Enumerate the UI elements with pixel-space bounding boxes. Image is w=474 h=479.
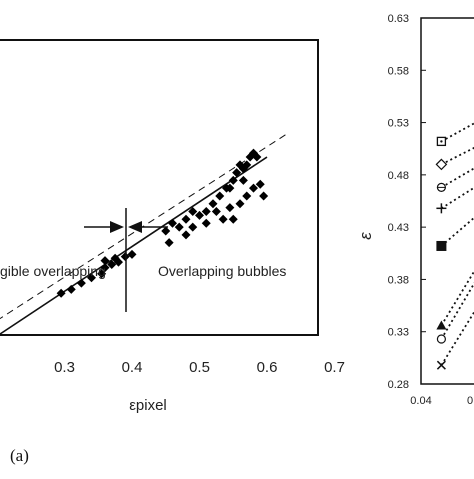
data-point: [201, 218, 211, 228]
data-point: [259, 191, 269, 201]
marker-square-filled: [436, 240, 447, 251]
marker-center-dot: [440, 140, 443, 143]
y-tick-label: 0.48: [388, 170, 409, 182]
data-point: [255, 179, 265, 189]
data-point: [218, 214, 228, 224]
y-tick-label: 0.38: [388, 274, 409, 286]
data-point: [161, 226, 171, 236]
right-y-ticks: 0.28 0.33 0.38 0.43 0.48 0.53 0.58 0.63: [388, 13, 426, 391]
marker-diamond-open: [435, 158, 448, 171]
data-point: [168, 218, 177, 228]
x-tick-label: 0: [467, 395, 473, 407]
data-point: [127, 249, 137, 259]
data-point: [110, 253, 120, 263]
right-y-axis-label: ε: [356, 232, 375, 240]
data-point: [100, 256, 110, 266]
x-tick-label: 0.3: [54, 359, 75, 376]
data-point: [211, 207, 221, 217]
left-arrow-head: [110, 221, 124, 233]
data-point: [225, 203, 235, 213]
left-x-ticks: 0.3 0.4 0.5 0.6 0.7: [54, 359, 345, 376]
data-point: [201, 207, 211, 217]
series-line: [440, 146, 474, 166]
series-line: [440, 167, 474, 189]
data-point: [76, 278, 86, 288]
right-chart-panel: 0.28 0.33 0.38 0.43 0.48 0.53 0.58 0.63 0.04 0 ε: [356, 13, 474, 407]
y-tick-label: 0.63: [388, 13, 409, 25]
marker-triangle-filled: [436, 320, 447, 330]
data-point: [249, 183, 258, 193]
marker-x-b: [436, 360, 446, 370]
data-point: [252, 152, 262, 162]
data-point: [235, 199, 245, 209]
data-point: [208, 199, 218, 209]
right-plot-frame: [420, 17, 474, 385]
right-arrow-head: [128, 221, 142, 233]
data-point: [164, 238, 174, 248]
data-point: [238, 175, 248, 185]
x-tick-label: 0.4: [122, 359, 143, 376]
y-tick-label: 0.58: [388, 65, 409, 77]
x-tick-label: 0.5: [189, 359, 210, 376]
data-point: [215, 191, 225, 201]
data-point: [56, 288, 66, 298]
left-scatter-points: [56, 148, 269, 298]
data-point: [228, 175, 238, 185]
right-series-group: [435, 122, 474, 370]
solid-fit-line: [0, 156, 268, 336]
data-point: [232, 168, 242, 178]
annotation-left-region: gible overlapping: [0, 263, 106, 279]
x-tick-label: 0.6: [257, 359, 278, 376]
data-point: [242, 191, 252, 201]
data-point: [174, 222, 184, 232]
annotation-right-region: Overlapping bubbles: [158, 263, 286, 279]
data-point: [66, 284, 76, 294]
data-point: [181, 230, 191, 240]
y-tick-label: 0.53: [388, 118, 409, 130]
data-point: [228, 214, 238, 224]
series-line: [440, 269, 474, 326]
series-line: [440, 122, 474, 143]
data-point: [225, 183, 235, 193]
y-tick-label: 0.28: [388, 379, 409, 391]
right-x-ticks: 0.04 0: [410, 395, 473, 407]
series-line: [440, 216, 474, 247]
data-point: [100, 263, 110, 273]
data-point: [188, 207, 198, 217]
y-tick-label: 0.33: [388, 327, 409, 339]
data-point: [107, 259, 117, 269]
left-plot-frame: [0, 39, 319, 336]
left-x-axis-label: εpixel: [129, 397, 167, 414]
data-point: [188, 222, 198, 232]
data-point: [195, 210, 204, 220]
y-tick-label: 0.43: [388, 222, 409, 234]
marker-circle-open: [436, 334, 446, 344]
data-point: [97, 269, 107, 279]
series-line: [440, 310, 474, 366]
x-tick-label: 0.7: [324, 359, 345, 376]
data-point: [181, 214, 191, 224]
data-point: [87, 273, 96, 283]
left-chart-panel: 0.3 0.4 0.5 0.6 0.7 εpixel gible overlapping…: [0, 39, 345, 414]
data-point: [242, 160, 252, 170]
panel-label: (a): [10, 446, 29, 465]
x-tick-label: 0.04: [410, 395, 431, 407]
